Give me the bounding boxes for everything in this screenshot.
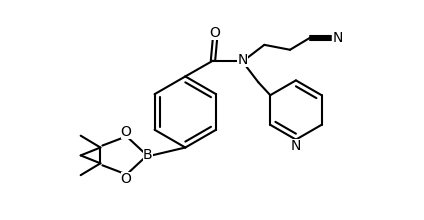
Text: N: N: [291, 139, 301, 152]
Text: O: O: [121, 125, 131, 139]
Text: N: N: [237, 53, 248, 67]
Text: O: O: [209, 26, 220, 40]
Text: N: N: [332, 31, 343, 45]
Text: B: B: [143, 148, 153, 162]
Text: O: O: [121, 172, 131, 186]
